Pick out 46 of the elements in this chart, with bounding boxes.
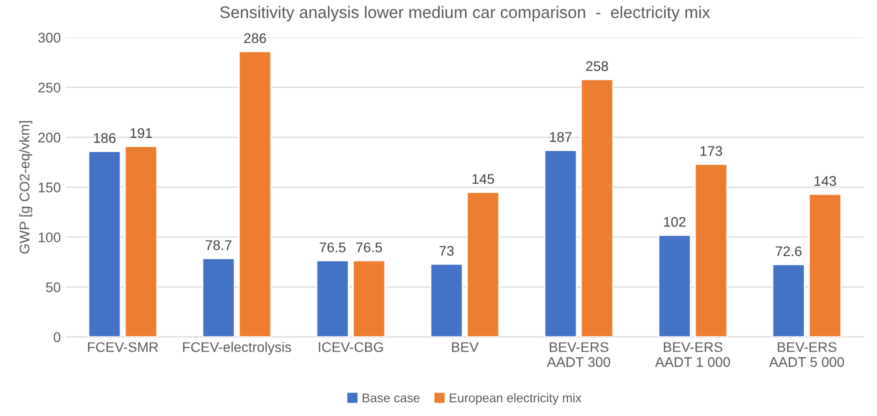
data-label: 286 <box>244 33 266 44</box>
data-label: 76.5 <box>320 242 346 252</box>
y-tick-label: 100 <box>38 232 60 242</box>
bar <box>238 50 272 337</box>
y-tick-label: 200 <box>38 132 60 142</box>
bar <box>316 260 350 337</box>
data-label: 258 <box>586 61 608 72</box>
x-tick-label: FCEV-electrolysis <box>183 342 292 355</box>
x-tick-label: FCEV-SMR <box>88 342 158 352</box>
data-label: 191 <box>130 128 152 138</box>
bar <box>88 150 122 337</box>
bar <box>352 260 386 337</box>
y-tick-label: 150 <box>38 182 60 192</box>
x-tick-label: BEV-ERS AADT 300 <box>546 342 610 367</box>
data-label: 76.5 <box>356 242 382 252</box>
bar <box>466 191 500 337</box>
x-tick-label: BEV <box>452 342 479 352</box>
bar <box>658 234 692 337</box>
x-tick-label: BEV-ERS AADT 5 000 <box>769 342 844 367</box>
data-label: 102 <box>664 216 686 227</box>
y-axis-title: GWP [g CO2-eq/vkm] <box>19 121 32 254</box>
legend-label: European electricity mix <box>450 393 582 405</box>
y-tick-label: 50 <box>46 282 60 292</box>
x-tick-label: ICEV-CBG <box>318 342 383 352</box>
y-tick-label: 0 <box>54 332 60 342</box>
bar <box>430 263 464 337</box>
legend-label: Base case <box>362 394 420 402</box>
bar <box>772 264 806 337</box>
y-tick-label: 250 <box>38 82 60 93</box>
data-label: 186 <box>94 133 116 143</box>
data-label: 78.7 <box>206 240 232 250</box>
x-tick-label: BEV-ERS AADT 1 000 <box>655 342 730 367</box>
bar <box>808 193 842 337</box>
bar <box>694 164 728 337</box>
bar <box>202 258 236 337</box>
data-label: 187 <box>550 132 572 142</box>
y-tick-label: 300 <box>38 32 60 43</box>
bar <box>580 78 614 337</box>
data-label: 143 <box>814 176 836 186</box>
bar <box>124 146 158 337</box>
data-label: 73 <box>440 246 454 256</box>
data-label: 173 <box>700 146 722 156</box>
data-label: 145 <box>472 174 494 184</box>
data-label: 72.6 <box>776 246 802 256</box>
bar <box>544 150 578 337</box>
chart-title: Sensitivity analysis lower medium car comparison - electricity mix <box>220 6 710 22</box>
